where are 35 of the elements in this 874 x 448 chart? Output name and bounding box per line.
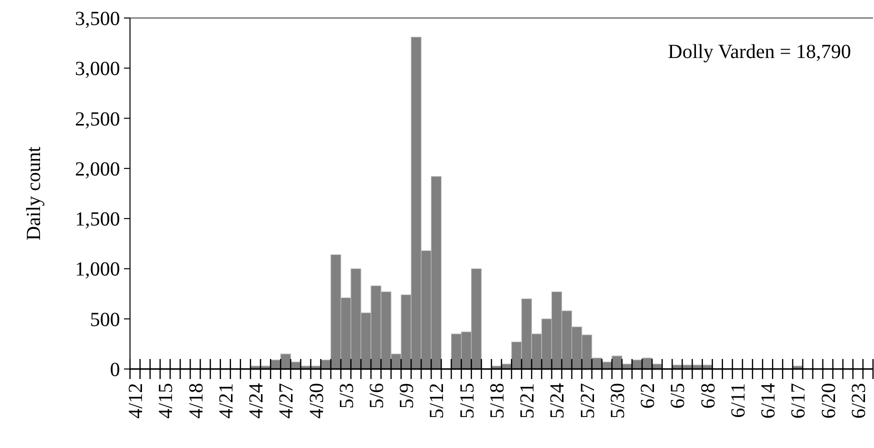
x-tick-label: 6/17 — [788, 383, 810, 419]
x-tick-label: 5/15 — [456, 383, 478, 419]
x-tick-label: 4/24 — [246, 383, 268, 419]
x-tick-label: 6/14 — [758, 383, 780, 419]
x-tick-label: 4/18 — [185, 383, 208, 419]
y-tick-label: 3,000 — [75, 58, 120, 80]
x-tick-label: 4/12 — [125, 383, 148, 419]
x-tick-label: 4/15 — [155, 383, 178, 419]
y-tick-label: 0 — [110, 359, 120, 381]
annotation: Dolly Varden = 18,790 — [668, 41, 851, 63]
y-tick-label: 1,500 — [75, 208, 120, 231]
x-tick-label: 6/11 — [727, 383, 750, 418]
x-tick-label: 5/9 — [396, 383, 418, 409]
x-tick-label: 5/24 — [546, 383, 569, 419]
y-tick-label: 2,500 — [75, 108, 120, 130]
x-tick-label: 4/27 — [276, 383, 298, 419]
x-tick-label: 5/12 — [426, 383, 448, 419]
x-tick-label: 6/20 — [818, 383, 840, 419]
x-tick-label: 6/2 — [637, 383, 660, 409]
x-tick-label: 6/5 — [667, 383, 690, 409]
x-tick-label: 6/23 — [848, 383, 870, 419]
y-tick-label: 500 — [90, 308, 120, 331]
x-tick-label: 5/27 — [576, 383, 599, 419]
x-tick-label: 4/30 — [306, 383, 328, 419]
y-tick-label: 2,000 — [75, 158, 120, 180]
x-tick-label: 5/6 — [366, 383, 388, 409]
x-tick-label: 5/30 — [606, 383, 629, 419]
x-tick-label: 5/21 — [516, 383, 539, 419]
x-tick-label: 5/18 — [486, 383, 508, 419]
y-tick-label: 3,500 — [75, 8, 120, 30]
x-tick-label: 4/21 — [215, 383, 238, 419]
y-axis-title: Daily count — [23, 146, 45, 240]
y-tick-label: 1,000 — [75, 258, 120, 281]
x-tick-label: 5/3 — [336, 383, 358, 409]
x-tick-label: 6/8 — [697, 383, 720, 409]
